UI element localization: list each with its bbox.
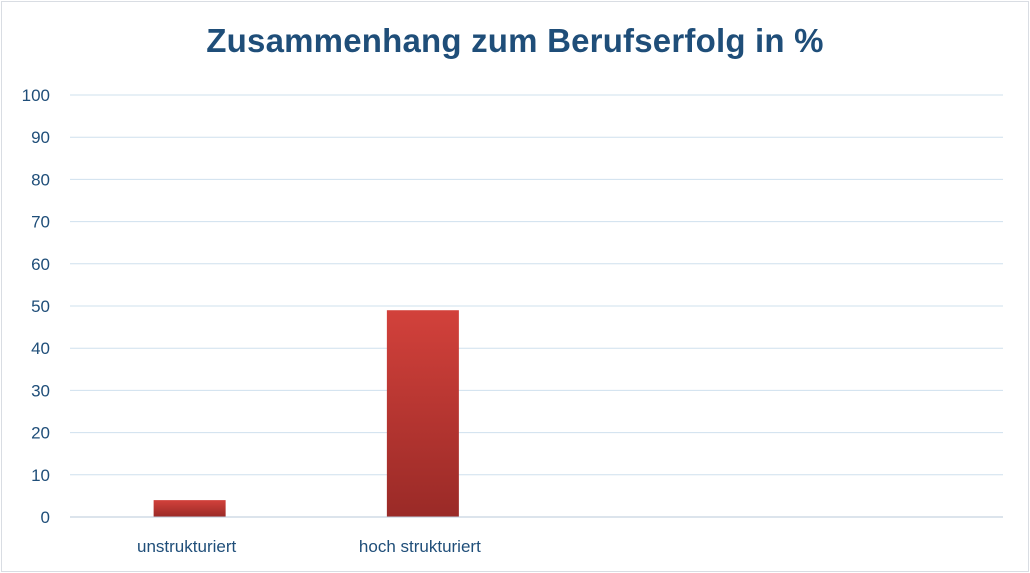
y-tick-label: 80 xyxy=(31,170,50,189)
gridlines xyxy=(70,94,1003,476)
y-tick-label: 90 xyxy=(31,128,50,147)
y-tick-label: 100 xyxy=(22,86,50,105)
chart-title: Zusammenhang zum Berufserfolg in % xyxy=(206,22,824,59)
bar xyxy=(153,500,226,517)
x-category-label: unstrukturiert xyxy=(137,537,236,556)
y-tick-label: 0 xyxy=(41,508,50,527)
y-tick-label: 60 xyxy=(31,255,50,274)
bars xyxy=(153,310,459,517)
y-axis-ticks: 0 10 20 30 40 50 60 70 80 90 100 xyxy=(22,86,50,527)
bar xyxy=(386,310,459,517)
y-tick-label: 30 xyxy=(31,381,50,400)
y-tick-label: 10 xyxy=(31,466,50,485)
y-tick-label: 20 xyxy=(31,424,50,443)
y-tick-label: 70 xyxy=(31,213,50,232)
x-axis-categories: unstrukturiert hoch strukturiert xyxy=(137,537,481,556)
y-tick-label: 40 xyxy=(31,339,50,358)
x-category-label: hoch strukturiert xyxy=(359,537,481,556)
y-tick-label: 50 xyxy=(31,297,50,316)
